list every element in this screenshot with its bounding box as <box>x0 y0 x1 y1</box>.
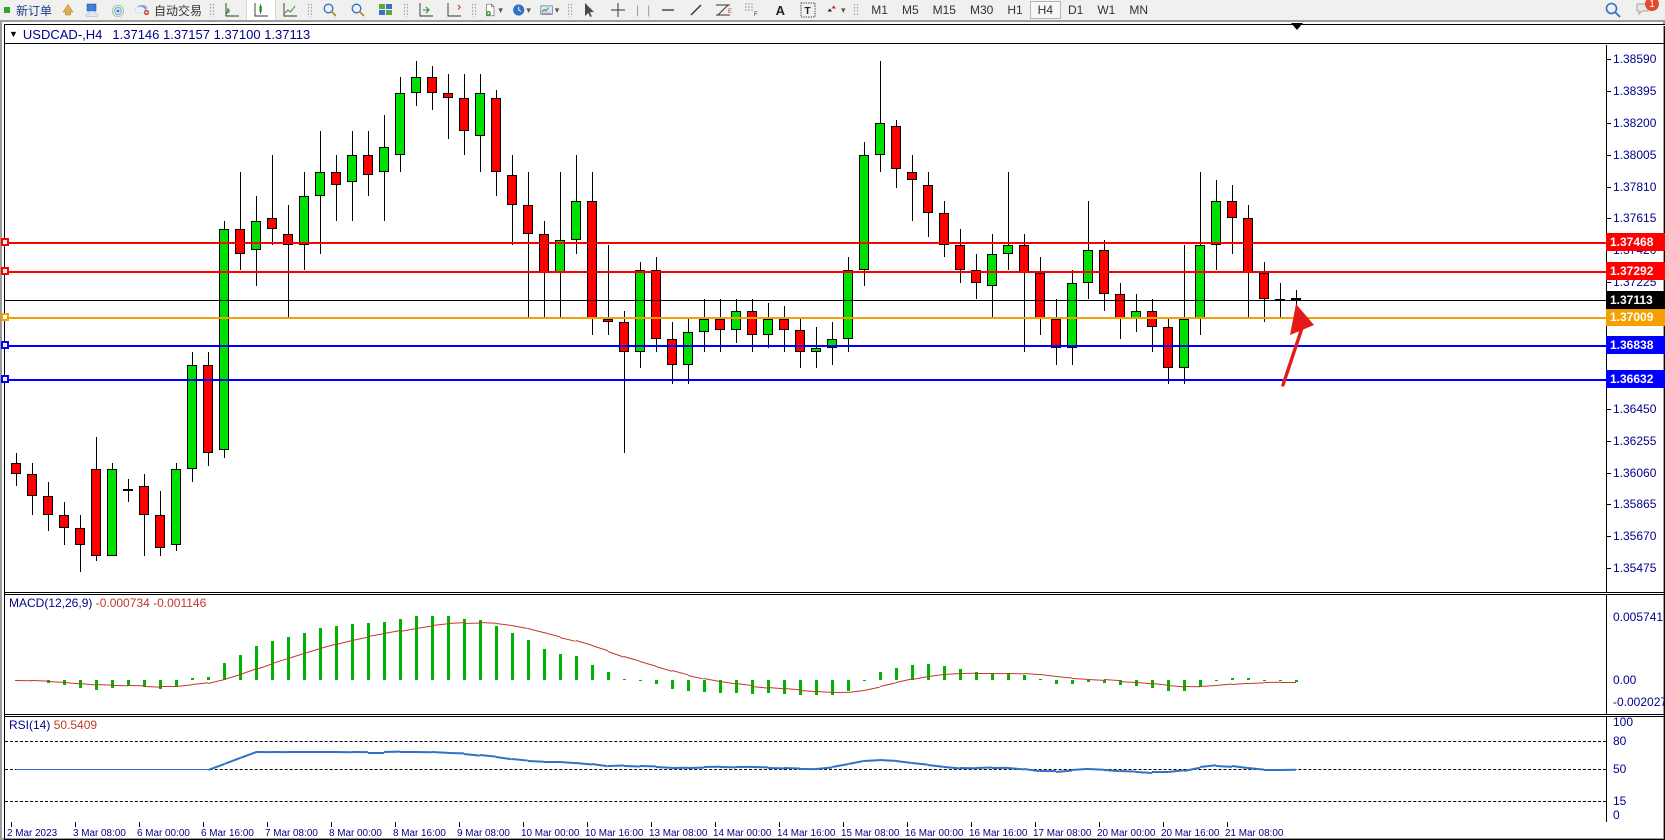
svg-text:F: F <box>754 12 758 18</box>
svg-text:E: E <box>728 9 732 15</box>
svg-text:T: T <box>805 6 811 17</box>
